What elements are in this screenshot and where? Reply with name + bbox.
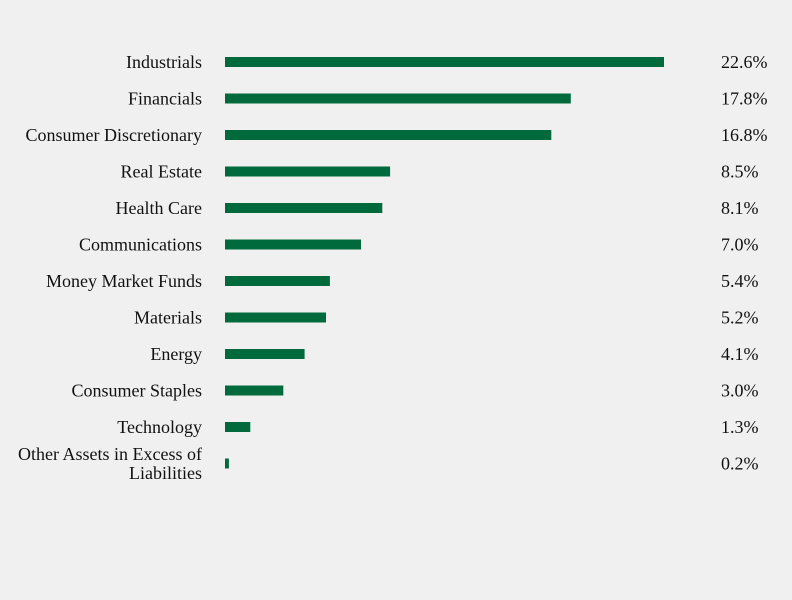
- bar-consumer-staples: [225, 385, 284, 396]
- category-label-health-care: Health Care: [116, 198, 202, 218]
- bar-industrials: [225, 57, 664, 67]
- value-label-consumer-staples: 3.0%: [721, 381, 759, 401]
- value-label-real-estate: 8.5%: [721, 162, 759, 182]
- value-label-industrials: 22.6%: [721, 52, 768, 72]
- bar-real-estate: [225, 166, 391, 177]
- category-label-materials: Materials: [134, 308, 202, 328]
- category-label-energy: Energy: [150, 344, 202, 364]
- category-label-money-market-funds: Money Market Funds: [46, 271, 202, 291]
- value-label-materials: 5.2%: [721, 308, 759, 328]
- bar-financials: [225, 93, 571, 104]
- category-label-consumer-discretionary: Consumer Discretionary: [26, 125, 202, 145]
- category-label-industrials: Industrials: [126, 52, 202, 72]
- value-label-financials: 17.8%: [721, 89, 768, 109]
- bar-materials: [225, 312, 326, 323]
- value-label-energy: 4.1%: [721, 344, 759, 364]
- bar-energy: [225, 349, 305, 359]
- category-label-consumer-staples: Consumer Staples: [72, 381, 203, 401]
- bar-health-care: [225, 203, 383, 213]
- value-label-communications: 7.0%: [721, 235, 759, 255]
- value-labels: 22.6% 17.8% 16.8% 8.5% 8.1% 7.0% 5.4% 5.2% 4.1% 3…: [721, 52, 768, 474]
- category-label-real-estate: Real Estate: [121, 162, 202, 182]
- bar-consumer-discretionary: [225, 130, 552, 140]
- category-labels: Industrials Financials Consumer Discretion…: [18, 52, 202, 483]
- category-label-communications: Communications: [79, 235, 202, 255]
- value-label-technology: 1.3%: [721, 417, 759, 437]
- category-label-financials: Financials: [128, 89, 202, 109]
- bar-technology: [225, 422, 251, 432]
- value-label-consumer-discretionary: 16.8%: [721, 125, 768, 145]
- bar-other-assets-in-excess-of-liabilities: [225, 458, 229, 469]
- bar-communications: [225, 239, 361, 250]
- category-label-other-assets-in-excess-of-liabilities: Other Assets in Excess of Liabilities: [18, 444, 202, 483]
- value-label-other-assets-in-excess-of-liabilities: 0.2%: [721, 454, 759, 474]
- bars: [225, 57, 664, 469]
- bar-money-market-funds: [225, 276, 330, 286]
- category-label-technology: Technology: [117, 417, 202, 437]
- value-label-health-care: 8.1%: [721, 198, 759, 218]
- value-label-money-market-funds: 5.4%: [721, 271, 759, 291]
